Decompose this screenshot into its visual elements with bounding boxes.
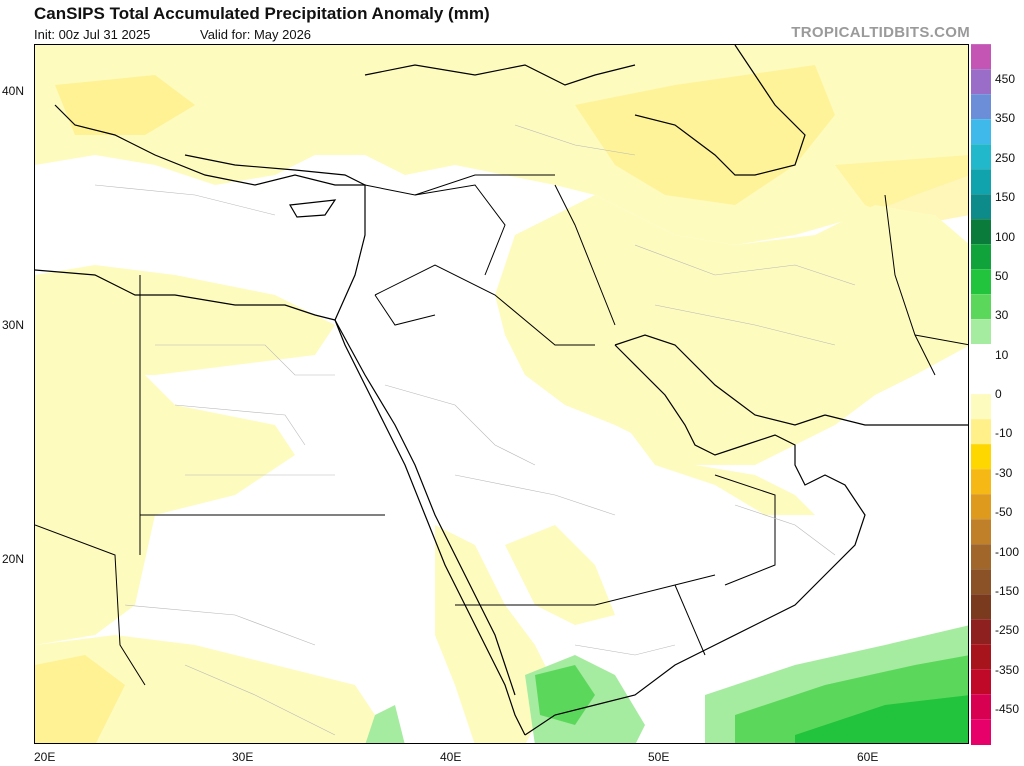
colorbar-segment xyxy=(971,69,991,95)
colorbar-segment xyxy=(971,594,991,620)
lon-label-50e: 50E xyxy=(648,750,670,764)
colorbar-segment xyxy=(971,319,991,345)
colorbar-segment xyxy=(971,644,991,670)
dry-iran xyxy=(495,195,968,465)
colorbar-segment xyxy=(971,419,991,445)
coast-black-sea xyxy=(364,64,636,86)
colorbar-segment xyxy=(971,194,991,220)
colorbar-segment xyxy=(971,719,991,745)
lon-label-20e: 20E xyxy=(34,750,56,764)
chart-title: CanSIPS Total Accumulated Precipitation … xyxy=(34,4,490,23)
lat-label-30n: 30N xyxy=(2,318,25,332)
colorbar-label: -350 xyxy=(995,662,1020,677)
colorbar-label: -30 xyxy=(995,465,1013,480)
colorbar-segment xyxy=(971,44,991,70)
wet-yemen-core xyxy=(535,665,595,725)
border-iran-afghan xyxy=(884,194,936,376)
dry-patch-turkey xyxy=(55,75,195,135)
border-sudan-chad xyxy=(35,524,146,686)
colorbar-label: 30 xyxy=(995,308,1009,323)
lat-label-40n: 40N xyxy=(2,84,25,98)
border-turkey-syria xyxy=(364,174,555,196)
border-saudi-iraq xyxy=(374,264,595,346)
border-syria-iraq xyxy=(414,184,506,276)
colorbar-label: 250 xyxy=(995,150,1016,165)
colorbar-segment xyxy=(971,694,991,720)
wet-sudan-edge xyxy=(365,705,405,743)
dry-band-north xyxy=(35,45,968,245)
coast-persian-gulf xyxy=(614,334,826,426)
border-oman-yemen xyxy=(674,584,706,656)
colorbar-label: 0 xyxy=(995,387,1002,401)
colorbar-label: -450 xyxy=(995,702,1020,716)
colorbar-segment xyxy=(971,144,991,170)
map-panel xyxy=(34,44,969,744)
coast-mediterranean xyxy=(35,104,366,321)
dry-patch-caspian xyxy=(575,65,835,205)
dry-sudan-south xyxy=(35,635,394,743)
colorbar-label: 50 xyxy=(995,268,1009,283)
colorbar-segment xyxy=(971,169,991,195)
coast-red-sea-west xyxy=(334,319,526,736)
border-oman-saudi xyxy=(714,474,776,586)
border-afghan-pakistan xyxy=(914,334,968,346)
lat-label-20n: 20N xyxy=(2,552,25,566)
colorbar-label: -100 xyxy=(995,544,1020,559)
colorbar-label: 150 xyxy=(995,190,1016,205)
coast-red-sea-east xyxy=(334,319,516,696)
dry-north-africa xyxy=(35,265,335,375)
lon-label-40e: 40E xyxy=(440,750,462,764)
border-jordan xyxy=(374,294,436,326)
valid-time: Valid for: May 2026 xyxy=(200,27,312,42)
colorbar-segment xyxy=(971,294,991,320)
lon-label-60e: 60E xyxy=(857,750,879,764)
colorbar-segment xyxy=(971,244,991,270)
coastlines xyxy=(35,45,968,736)
colorbar-segment xyxy=(971,469,991,495)
map-svg xyxy=(35,45,968,743)
colorbar-segment xyxy=(971,369,991,395)
init-time: Init: 00z Jul 31 2025 xyxy=(34,27,151,42)
colorbar-label: 450 xyxy=(995,72,1016,86)
coast-gulf-of-aden xyxy=(524,344,866,736)
dry-yemen-west xyxy=(505,525,615,625)
colorbar-label: 350 xyxy=(995,111,1016,126)
colorbar-segment xyxy=(971,219,991,245)
colorbar-segment xyxy=(971,119,991,145)
colorbar-segment xyxy=(971,669,991,695)
colorbar-segment xyxy=(971,344,991,370)
colorbar-segment xyxy=(971,94,991,120)
colorbar-label: -50 xyxy=(995,505,1013,520)
admin-boundaries xyxy=(94,124,856,736)
colorbar-segment xyxy=(971,569,991,595)
colorbar-segment xyxy=(971,394,991,420)
colorbar-segment xyxy=(971,494,991,520)
colorbar-label: 10 xyxy=(995,347,1009,362)
coast-caspian xyxy=(634,45,806,176)
colorbar-label: -10 xyxy=(995,426,1013,441)
lon-label-30e: 30E xyxy=(232,750,254,764)
brand-watermark: TROPICALTIDBITS.COM xyxy=(791,24,970,41)
colorbar-segment xyxy=(971,444,991,470)
coast-cyprus xyxy=(289,199,337,218)
dry-patch-iran-east xyxy=(835,155,968,225)
colorbar-segment xyxy=(971,519,991,545)
colorbar-label: -250 xyxy=(995,623,1020,638)
dry-sudan-strong xyxy=(35,655,125,743)
border-saudi-yemen xyxy=(455,574,716,606)
anomaly-fills xyxy=(35,45,968,743)
colorbar xyxy=(971,44,991,745)
border-iraq-iran xyxy=(554,184,616,326)
country-borders xyxy=(35,174,968,686)
coast-iran-south xyxy=(824,414,968,426)
colorbar-label: 100 xyxy=(995,229,1016,244)
coast-turkey-south xyxy=(184,154,366,186)
colorbar-segment xyxy=(971,269,991,295)
colorbar-segment xyxy=(971,619,991,645)
colorbar-label: -150 xyxy=(995,583,1020,598)
wet-arabian-sea-core xyxy=(795,695,968,743)
colorbar-segment xyxy=(971,544,991,570)
dry-libya xyxy=(35,375,295,645)
